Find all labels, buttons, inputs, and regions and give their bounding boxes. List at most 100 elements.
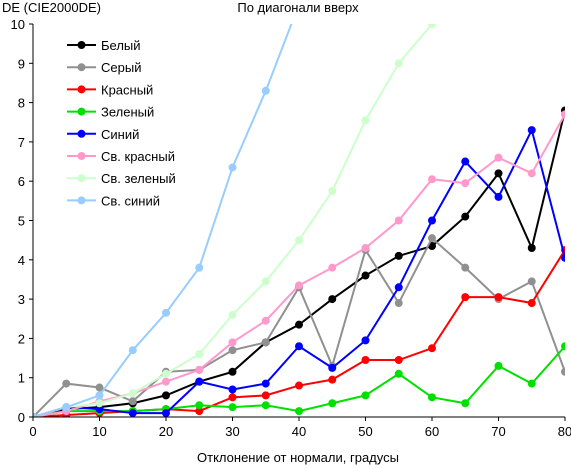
legend: Белый Серый Красный Зеленый Синий Св. красный… <box>67 38 176 208</box>
x-tick-label: 50 <box>358 424 372 439</box>
data-point <box>394 59 403 68</box>
data-point <box>428 216 436 225</box>
legend-marker <box>77 174 86 183</box>
data-point <box>261 86 270 95</box>
data-point <box>561 342 565 351</box>
y-tick-label: 5 <box>18 214 25 229</box>
data-point <box>62 403 71 412</box>
data-point <box>328 375 337 384</box>
data-point <box>261 338 270 347</box>
data-point <box>461 293 470 302</box>
data-point <box>228 346 237 355</box>
data-point <box>261 316 270 325</box>
data-point <box>361 116 370 125</box>
data-point <box>361 244 370 253</box>
y-tick-label: 8 <box>18 96 25 111</box>
x-tick-label: 10 <box>92 424 106 439</box>
legend-label: Синий <box>101 127 139 142</box>
legend-marker <box>77 129 86 138</box>
data-point <box>328 295 337 304</box>
data-point <box>228 338 237 347</box>
data-point <box>461 179 470 188</box>
y-tick-label: 7 <box>18 135 25 150</box>
data-point <box>527 277 536 286</box>
data-point <box>261 277 270 286</box>
legend-label: Св. зеленый <box>101 171 176 186</box>
data-point <box>228 310 237 319</box>
x-tick-label: 40 <box>292 424 306 439</box>
chart-title: По диагонали вверх <box>237 0 359 15</box>
data-point <box>162 391 170 400</box>
data-point <box>561 110 565 119</box>
legend-marker <box>77 63 86 72</box>
data-point <box>361 336 370 345</box>
legend-label: Серый <box>101 60 141 75</box>
x-tick-label: 60 <box>425 424 439 439</box>
data-point <box>394 299 403 308</box>
data-point <box>95 383 104 392</box>
legend-item: Белый <box>67 38 141 53</box>
data-point <box>128 397 137 406</box>
legend-label: Зеленый <box>101 105 154 120</box>
y-tick-label: 1 <box>18 371 25 386</box>
data-point <box>228 403 237 412</box>
y-tick-label: 10 <box>11 17 25 32</box>
legend-item: Зеленый <box>67 105 154 120</box>
legend-item: Св. зеленый <box>67 171 176 186</box>
data-point <box>494 361 503 370</box>
data-point <box>394 251 403 260</box>
data-point <box>394 283 403 292</box>
data-point <box>33 413 37 417</box>
y-tick-label: 3 <box>18 292 25 307</box>
legend-item: Синий <box>67 127 139 142</box>
legend-marker <box>77 152 86 160</box>
data-point <box>561 253 565 262</box>
data-point <box>428 344 436 353</box>
y-tick-label: 6 <box>18 174 25 189</box>
data-point <box>195 407 204 416</box>
legend-marker <box>77 41 86 49</box>
data-point <box>527 299 536 308</box>
data-point <box>62 379 71 388</box>
x-tick-label: 80 <box>558 424 571 439</box>
series-layer <box>33 24 565 417</box>
data-point <box>394 216 403 225</box>
data-point <box>295 342 303 351</box>
data-point <box>561 367 565 376</box>
data-point <box>295 407 303 416</box>
data-point <box>361 271 370 280</box>
legend-label: Св. синий <box>101 193 160 208</box>
data-point <box>295 236 303 245</box>
series-3 <box>33 245 565 417</box>
series-8 <box>33 24 293 417</box>
x-tick-label: 0 <box>29 424 36 439</box>
data-point <box>195 377 204 386</box>
data-point <box>328 399 337 408</box>
data-point <box>494 293 503 302</box>
data-point <box>295 381 303 390</box>
data-point <box>195 263 204 272</box>
x-tick-label: 30 <box>225 424 239 439</box>
data-point <box>428 393 436 402</box>
data-point <box>328 363 337 372</box>
data-point <box>195 401 204 410</box>
legend-marker <box>77 196 86 205</box>
data-point <box>261 391 270 400</box>
data-point <box>295 320 303 329</box>
data-point <box>228 163 237 172</box>
axes: 0 10 20 30 40 50 60 70 80 0 1 2 3 4 5 6 7 8 9 10 <box>11 17 571 439</box>
data-point <box>228 385 237 394</box>
legend-item: Красный <box>67 82 153 97</box>
data-point <box>261 401 270 410</box>
data-point <box>95 399 104 408</box>
data-point <box>162 377 170 386</box>
data-point <box>328 263 337 272</box>
y-axis-label: DE (CIE2000DE) <box>2 0 101 15</box>
data-point <box>494 169 503 178</box>
data-point <box>195 350 204 359</box>
data-point <box>527 379 536 388</box>
data-point <box>494 153 503 162</box>
data-point <box>162 409 170 417</box>
data-point <box>228 393 237 402</box>
x-tick-label: 20 <box>159 424 173 439</box>
